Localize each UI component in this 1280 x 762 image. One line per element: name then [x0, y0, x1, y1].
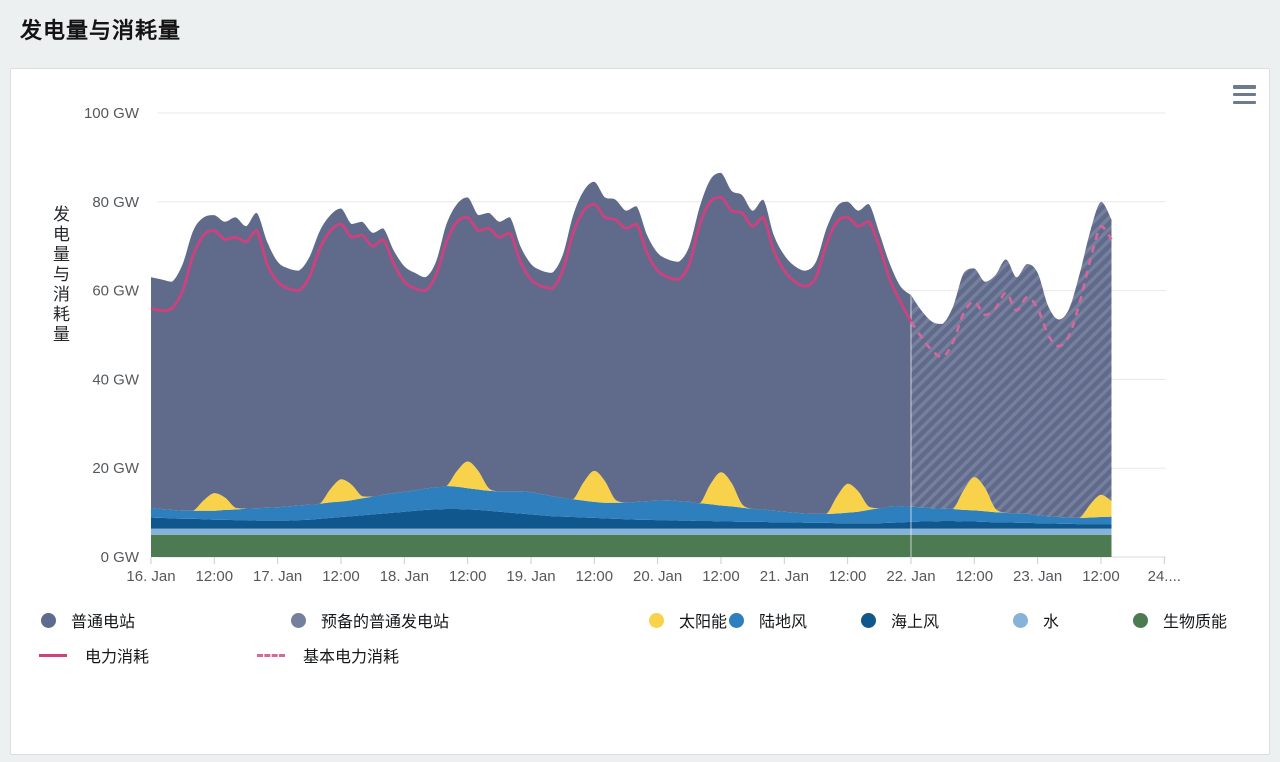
x-tick-label: 23. Jan [1013, 568, 1062, 585]
y-tick-label: 0 GW [101, 549, 140, 566]
legend-label: 预备的普通发电站 [321, 614, 450, 631]
legend-marker-conventional [41, 612, 56, 628]
legend-item-consumption[interactable]: 电力消耗 [39, 645, 150, 666]
y-tick-label: 60 GW [92, 283, 140, 300]
area-offshore-wind [151, 509, 1112, 529]
legend-label: 水 [1043, 614, 1060, 631]
legend-item-onshore-wind[interactable]: 陆地风 [729, 610, 808, 631]
legend-label: 普通电站 [71, 614, 136, 631]
legend-marker-onshore-wind [729, 612, 744, 628]
x-tick-label: 21. Jan [760, 568, 809, 585]
x-tick-label: 22. Jan [886, 568, 935, 585]
consumption-line [150, 196, 913, 323]
x-tick-label: 12:00 [1082, 568, 1120, 585]
legend-label: 海上风 [891, 614, 940, 631]
legend-label: 基本电力消耗 [303, 649, 400, 666]
legend-marker-hydro [1013, 612, 1028, 628]
legend-item-reserve-conventional[interactable]: 预备的普通发电站 [291, 610, 450, 631]
legend-marker-reserve-conventional [291, 612, 306, 628]
area-reserve-conventional [911, 201, 1112, 518]
legend-label: 电力消耗 [85, 649, 150, 666]
hamburger-menu-icon [1233, 85, 1256, 89]
chart-panel: 100 GW 80 GW 60 GW 40 GW 20 GW 0 GW 16. Jan 12:… [10, 68, 1270, 755]
y-tick-label: 100 GW [84, 105, 140, 122]
legend-item-offshore-wind[interactable]: 海上风 [861, 610, 940, 631]
legend-marker-solar [649, 612, 664, 628]
legend-marker-offshore-wind [861, 612, 876, 628]
legend-marker-baseline-consumption [257, 653, 285, 657]
x-tick-label: 12:00 [322, 568, 360, 585]
x-tick-label: 19. Jan [506, 568, 555, 585]
legend-label: 陆地风 [759, 614, 808, 631]
area-hydro [151, 528, 1112, 535]
y-tick-label: 80 GW [92, 194, 140, 211]
area-conventional [151, 172, 911, 514]
x-tick-label: 20. Jan [633, 568, 682, 585]
x-tick-label: 16. Jan [126, 568, 175, 585]
hamburger-menu-icon [1233, 92, 1256, 97]
area-onshore-wind [151, 486, 1112, 525]
legend-item-biomass[interactable]: 生物质能 [1133, 610, 1228, 631]
legend-item-solar[interactable]: 太阳能 [649, 610, 728, 631]
x-tick-label: 12:00 [956, 568, 994, 585]
x-tick-label: 17. Jan [253, 568, 302, 585]
baseline-consumption-line [909, 224, 1113, 359]
chart-context-menu-button[interactable] [1233, 85, 1256, 104]
page-title: 发电量与消耗量 [20, 18, 182, 43]
x-tick-label: 24.... [1148, 568, 1181, 585]
legend-label: 太阳能 [679, 614, 728, 631]
y-tick-label: 40 GW [92, 371, 140, 388]
generation-consumption-chart: 100 GW 80 GW 60 GW 40 GW 20 GW 0 GW 16. Jan 12:… [84, 105, 1181, 585]
y-axis-title: 发电量与消耗量 [50, 205, 69, 345]
y-tick-label: 20 GW [92, 460, 140, 477]
legend-marker-biomass [1133, 612, 1148, 628]
x-tick-label: 18. Jan [380, 568, 429, 585]
legend-item-hydro[interactable]: 水 [1013, 610, 1060, 631]
hamburger-menu-icon [1233, 100, 1256, 104]
x-tick-label: 12:00 [576, 568, 614, 585]
legend-item-baseline-consumption[interactable]: 基本电力消耗 [257, 645, 400, 666]
area-biomass [151, 534, 1112, 557]
x-tick-label: 12:00 [449, 568, 487, 585]
x-tick-label: 12:00 [702, 568, 740, 585]
x-tick-label: 12:00 [196, 568, 234, 585]
area-solar [151, 461, 1112, 518]
legend-marker-consumption [39, 653, 67, 657]
legend-item-conventional[interactable]: 普通电站 [41, 610, 136, 631]
x-tick-label: 12:00 [829, 568, 867, 585]
legend-label: 生物质能 [1163, 614, 1228, 631]
x-axis: 16. Jan 12:00 17. Jan 12:00 18. Jan 12:00 19. … [126, 557, 1181, 585]
